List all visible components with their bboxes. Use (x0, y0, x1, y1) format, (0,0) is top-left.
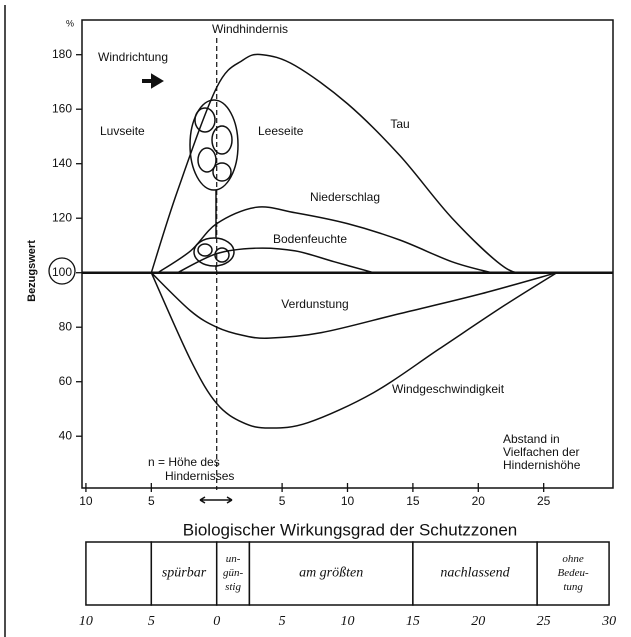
annotation: Hindernishöhe (503, 458, 581, 472)
x-tick-label: 20 (472, 494, 486, 508)
x-tick-label: 10 (341, 614, 355, 629)
x-tick-label: 20 (471, 614, 485, 629)
x-tick-label: 5 (148, 494, 155, 508)
y-tick-label: 100 (52, 265, 72, 279)
zone-label: am größten (299, 566, 363, 581)
zone-label: gün- (223, 567, 244, 579)
annotation: Windrichtung (98, 50, 168, 64)
curve-label: Tau (390, 117, 409, 131)
x-tick-label: 0 (213, 614, 220, 629)
y-tick-label: 180 (52, 47, 72, 61)
annotation: Hindernisses (165, 469, 234, 483)
zone-label: un- (226, 553, 241, 565)
figure: Bezugswert % Biologischer Wirkungsgrad d… (0, 0, 631, 637)
annotation: Leeseite (258, 124, 304, 138)
annotation: n = Höhe des (148, 455, 220, 469)
curve-label: Verdunstung (281, 297, 348, 311)
x-tick-label: 10 (341, 494, 355, 508)
x-tick-label: 15 (406, 614, 420, 629)
y-tick-label: 140 (52, 156, 72, 170)
zone-label: stig (225, 581, 241, 593)
annotation: Windhindernis (212, 22, 288, 36)
zone-label: Bedeu- (558, 567, 589, 579)
y-tick-label: 120 (52, 210, 72, 224)
curve-label: Niederschlag (310, 190, 380, 204)
y-tick-label: 160 (52, 101, 72, 115)
y-tick-label: 60 (59, 374, 73, 388)
x-tick-label: 5 (148, 614, 155, 629)
annotation: Vielfachen der (503, 445, 580, 459)
zone-label: nachlassend (440, 566, 510, 581)
annotation: Abstand in (503, 432, 560, 446)
x-tick-label: 30 (601, 614, 616, 629)
x-tick-label: 15 (406, 494, 420, 508)
y-unit: % (66, 18, 74, 28)
x-tick-label: 25 (537, 494, 551, 508)
x-tick-label: 10 (79, 494, 93, 508)
curve-label: Windgeschwindigkeit (392, 382, 505, 396)
zone-label: spürbar (162, 566, 207, 581)
y-axis-label: Bezugswert (26, 240, 38, 302)
zone (86, 542, 151, 605)
x-tick-label: 10 (79, 614, 93, 629)
annotation: Luvseite (100, 124, 145, 138)
y-tick-label: 40 (59, 428, 73, 442)
y-tick-label: 80 (59, 319, 73, 333)
zone-label: tung (563, 581, 583, 593)
zones-title: Biologischer Wirkungsgrad der Schutzzone… (183, 520, 518, 539)
zone-label: ohne (562, 553, 584, 565)
x-tick-label: 25 (537, 614, 551, 629)
x-tick-label: 5 (279, 614, 286, 629)
curve-label: Bodenfeuchte (273, 232, 347, 246)
x-tick-label: 5 (279, 494, 286, 508)
